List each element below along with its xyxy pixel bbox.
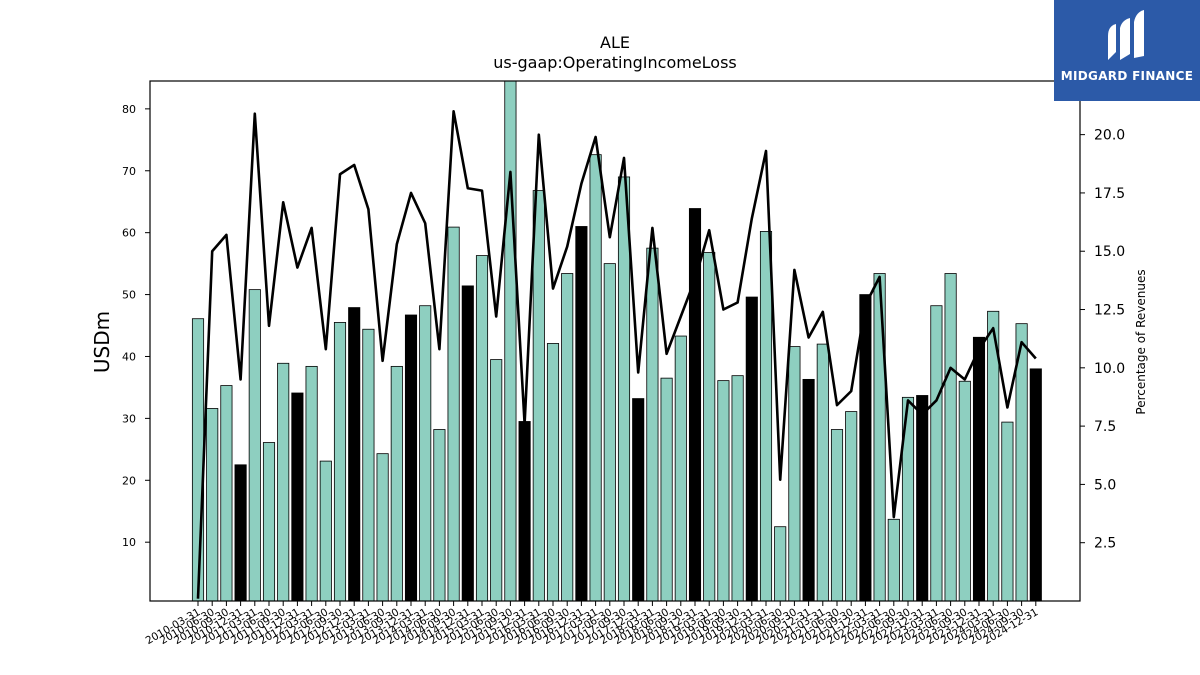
y-tick-label: 70	[122, 165, 136, 178]
series-line-percentage	[196, 110, 1037, 599]
y-axis-right: 2.5 5.0 7.5 10.0 12.5 15.0 17.5 20.0	[1080, 128, 1125, 552]
brand-logo: MIDGARD FINANCE	[1054, 0, 1200, 101]
y2-tick-label: 20.0	[1094, 128, 1125, 144]
bar-2014-12-31	[461, 285, 474, 602]
bar-2017-09-30	[617, 176, 631, 602]
y-axis-left: 10 20 30 40 50 60 70 80	[122, 103, 150, 549]
y-tick-label: 20	[122, 474, 136, 487]
bar-2016-12-31	[575, 226, 588, 602]
bar-2023-06-30	[944, 273, 957, 602]
bar-2010-09-30	[220, 385, 233, 602]
bar-2021-06-30	[830, 429, 844, 602]
bar-2017-12-31	[632, 398, 645, 602]
bar-2013-03-31	[362, 328, 375, 602]
bar-2015-03-31	[475, 255, 489, 602]
bar-2022-12-31	[916, 395, 929, 602]
y-tick-label: 50	[122, 289, 136, 302]
y2-tick-label: 5.0	[1094, 477, 1116, 493]
bar-2019-03-31	[703, 252, 716, 602]
bar-2014-09-30	[447, 226, 460, 602]
y-tick-label: 10	[122, 536, 136, 549]
bar-2015-09-30	[504, 80, 517, 602]
bar-2010-12-31	[234, 464, 247, 602]
y2-tick-label: 7.5	[1094, 419, 1116, 435]
bar-2016-06-30	[546, 343, 560, 602]
y2-tick-label: 15.0	[1094, 244, 1125, 260]
bar-2018-09-30	[674, 335, 687, 602]
midgard-logo-icon	[1108, 10, 1144, 60]
bar-2016-09-30	[561, 273, 574, 602]
bar-2021-12-31	[859, 294, 872, 602]
bar-2017-03-31	[589, 154, 602, 602]
bar-2017-06-30	[603, 263, 616, 602]
bar-2011-03-31	[248, 289, 261, 602]
bar-2016-03-31	[532, 190, 545, 602]
bar-2015-12-31	[518, 421, 531, 602]
bar-2011-06-30	[262, 442, 276, 602]
y2-tick-label: 10.0	[1094, 361, 1125, 377]
y-tick-label: 80	[122, 103, 136, 116]
bar-2018-03-31	[646, 247, 659, 602]
bar-2010-03-31	[191, 318, 205, 602]
y2-tick-label: 2.5	[1094, 536, 1116, 552]
bar-2024-12-31	[1029, 368, 1042, 602]
bar-2012-06-30	[319, 460, 332, 602]
bar-2021-09-30	[845, 411, 858, 602]
bar-2015-06-30	[490, 359, 503, 602]
bar-2022-06-30	[887, 518, 900, 602]
y-tick-label: 60	[122, 227, 136, 240]
bar-2021-03-31	[816, 343, 829, 602]
bar-2020-06-30	[774, 526, 787, 602]
y2-tick-label: 17.5	[1094, 186, 1125, 202]
bars-group	[191, 80, 1042, 602]
bar-2010-06-30	[206, 408, 219, 602]
bar-2012-03-31	[305, 365, 318, 602]
y2-axis-label: Percentage of Revenues	[1134, 269, 1148, 414]
bar-2013-09-30	[390, 365, 403, 602]
bar-2020-03-31	[759, 231, 773, 602]
bar-2013-06-30	[376, 453, 389, 602]
bar-2024-06-30	[1001, 421, 1014, 602]
bar-2014-03-31	[419, 305, 432, 602]
bar-2014-06-30	[433, 429, 446, 602]
bar-2019-09-30	[731, 375, 744, 602]
y-axis-label: USDm	[90, 311, 114, 373]
bar-2012-12-31	[348, 307, 361, 602]
plot-frame	[149, 80, 1081, 602]
y2-tick-label: 12.5	[1094, 303, 1125, 319]
bar-2020-09-30	[788, 346, 801, 602]
bar-2011-12-31	[291, 392, 304, 602]
bar-2023-12-31	[972, 336, 986, 602]
bar-2011-09-30	[277, 362, 290, 602]
bar-2023-03-31	[930, 305, 943, 602]
bar-2023-09-30	[958, 380, 971, 602]
line-group	[196, 110, 1037, 599]
chart-subtitle: us-gaap:OperatingIncomeLoss	[493, 53, 737, 72]
bar-2019-12-31	[745, 296, 758, 602]
bar-2019-06-30	[717, 380, 730, 602]
y-tick-label: 40	[122, 350, 136, 363]
bar-2018-06-30	[660, 377, 673, 602]
y-tick-label: 30	[122, 412, 136, 425]
bar-2012-09-30	[333, 322, 347, 602]
bar-2020-12-31	[802, 378, 815, 602]
logo-text: MIDGARD FINANCE	[1060, 69, 1194, 83]
x-axis: 2010-03-312010-06-302010-09-302010-12-31…	[144, 601, 1040, 647]
chart-title: ALE	[600, 33, 630, 52]
bar-2013-12-31	[404, 314, 418, 602]
